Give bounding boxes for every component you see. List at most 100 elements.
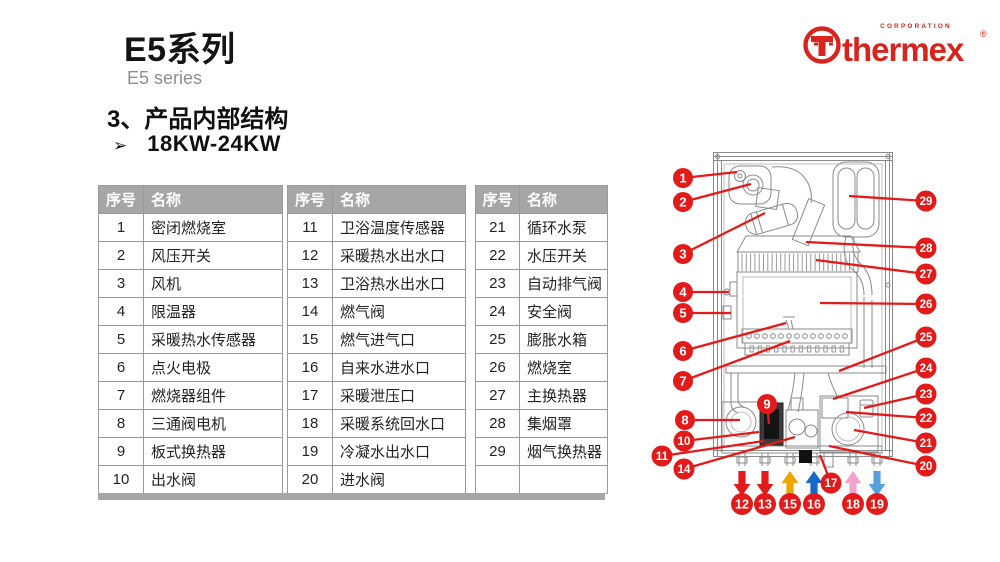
- part-number: 16: [287, 353, 333, 382]
- col-header-num: 序号: [98, 185, 144, 214]
- col-header-num: 序号: [287, 185, 333, 214]
- part-name: 烟气换热器: [519, 437, 608, 466]
- part-number: 19: [287, 437, 333, 466]
- diagram-callout-3: 3: [673, 244, 693, 264]
- part-name: 循环水泵: [519, 213, 608, 242]
- diagram-callout-10: 10: [673, 430, 695, 452]
- part-name: 出水阀: [143, 465, 283, 494]
- table-row: 13 卫浴热水出水口: [287, 269, 466, 298]
- table-row: 7 燃烧器组件: [98, 381, 283, 410]
- part-name: 安全阀: [519, 297, 608, 326]
- svg-text:21: 21: [920, 438, 933, 450]
- part-name: 板式换热器: [143, 437, 283, 466]
- table-row: 27 主换热器: [475, 381, 608, 410]
- col-header-num: 序号: [475, 185, 520, 214]
- flow-arrow-16: [805, 471, 823, 496]
- table-row: 8 三通阀电机: [98, 409, 283, 438]
- diagram-callout-13: 13: [754, 493, 776, 515]
- part-name: 采暖热水出水口: [332, 241, 466, 270]
- part-name: 主换热器: [519, 381, 608, 410]
- diagram-callout-14: 14: [673, 458, 695, 480]
- svg-text:5: 5: [679, 306, 686, 321]
- svg-text:3: 3: [679, 247, 686, 262]
- table-row: 23 自动排气阀: [475, 269, 608, 298]
- part-number: 10: [98, 465, 144, 494]
- part-number: 6: [98, 353, 144, 382]
- table-row: 9 板式换热器: [98, 437, 283, 466]
- diagram-callout-2: 2: [673, 192, 693, 212]
- part-name: 水压开关: [519, 241, 608, 270]
- part-name: 三通阀电机: [143, 409, 283, 438]
- flow-arrow-12: [733, 471, 751, 496]
- part-name: 风压开关: [143, 241, 283, 270]
- svg-text:22: 22: [920, 413, 933, 425]
- part-number: 12: [287, 241, 333, 270]
- flow-arrow-13: [756, 471, 774, 496]
- diagram-callout-6: 6: [673, 341, 693, 361]
- part-name: 自来水进水口: [332, 353, 466, 382]
- diagram-callout-12: 12: [731, 493, 753, 515]
- arrow-bullet-icon: ➢: [113, 136, 128, 155]
- diagram-callout-24: 24: [915, 357, 937, 379]
- table-row: 20 进水阀: [287, 465, 466, 494]
- svg-text:7: 7: [679, 374, 686, 389]
- part-number: 26: [475, 353, 520, 382]
- svg-text:16: 16: [807, 498, 821, 512]
- registered-mark: ®: [980, 29, 987, 39]
- table-row: 25 膨胀水箱: [475, 325, 608, 354]
- svg-text:26: 26: [920, 299, 933, 311]
- table-row: [475, 465, 608, 494]
- part-name: 冷凝水出水口: [332, 437, 466, 466]
- table-row: 16 自来水进水口: [287, 353, 466, 382]
- table-row: 11 卫浴温度传感器: [287, 213, 466, 242]
- svg-text:27: 27: [920, 269, 933, 281]
- table-row: 19 冷凝水出水口: [287, 437, 466, 466]
- part-number: 9: [98, 437, 144, 466]
- page-subtitle: E5 series: [127, 68, 203, 88]
- table-row: 6 点火电极: [98, 353, 283, 382]
- table-row: 14 燃气阀: [287, 297, 466, 326]
- svg-text:17: 17: [825, 478, 838, 490]
- diagram-callout-11: 11: [651, 445, 673, 467]
- svg-text:28: 28: [920, 243, 933, 255]
- diagram-callout-17: 17: [820, 472, 842, 494]
- part-name: 采暖系统回水口: [332, 409, 466, 438]
- part-name: 进水阀: [332, 465, 466, 494]
- svg-text:18: 18: [846, 498, 860, 512]
- table-header-row: 序号 名称: [98, 185, 283, 214]
- section-heading: 3、产品内部结构: [107, 106, 289, 133]
- part-number: 27: [475, 381, 520, 410]
- part-name: 采暖热水传感器: [143, 325, 283, 354]
- part-name: 燃气进气口: [332, 325, 466, 354]
- diagram-callout-21: 21: [915, 432, 937, 454]
- part-number: 13: [287, 269, 333, 298]
- part-name: [519, 465, 608, 494]
- table-row: 18 采暖系统回水口: [287, 409, 466, 438]
- table-row: 3 风机: [98, 269, 283, 298]
- diagram-callout-29: 29: [915, 190, 937, 212]
- part-name: 风机: [143, 269, 283, 298]
- parts-table-2: 序号 名称 11 卫浴温度传感器 12 采暖热水出水口 13 卫浴热水出水口 1…: [287, 185, 466, 494]
- diagram-callout-18: 18: [842, 493, 864, 515]
- col-header-name: 名称: [143, 185, 283, 214]
- part-number: 4: [98, 297, 144, 326]
- table-row: 21 循环水泵: [475, 213, 608, 242]
- svg-text:1: 1: [679, 171, 686, 186]
- heater-line-drawing: [713, 152, 893, 468]
- thermex-logo: CORPORATION thermex ®: [803, 23, 987, 68]
- svg-text:14: 14: [678, 464, 691, 476]
- diagram-callout-23: 23: [915, 383, 937, 405]
- diagram-callout-1: 1: [673, 168, 693, 188]
- part-name: 点火电极: [143, 353, 283, 382]
- parts-table-1: 序号 名称 1 密闭燃烧室 2 风压开关 3 风机 4 限温器 5 采暖热水传感…: [98, 185, 283, 494]
- part-number: 8: [98, 409, 144, 438]
- logo-corporation-text: CORPORATION: [880, 23, 952, 30]
- svg-text:2: 2: [679, 195, 686, 210]
- part-number: 24: [475, 297, 520, 326]
- part-name: 卫浴热水出水口: [332, 269, 466, 298]
- part-number: 21: [475, 213, 520, 242]
- part-number: 22: [475, 241, 520, 270]
- part-number: 20: [287, 465, 333, 494]
- diagram-callout-8: 8: [675, 410, 695, 430]
